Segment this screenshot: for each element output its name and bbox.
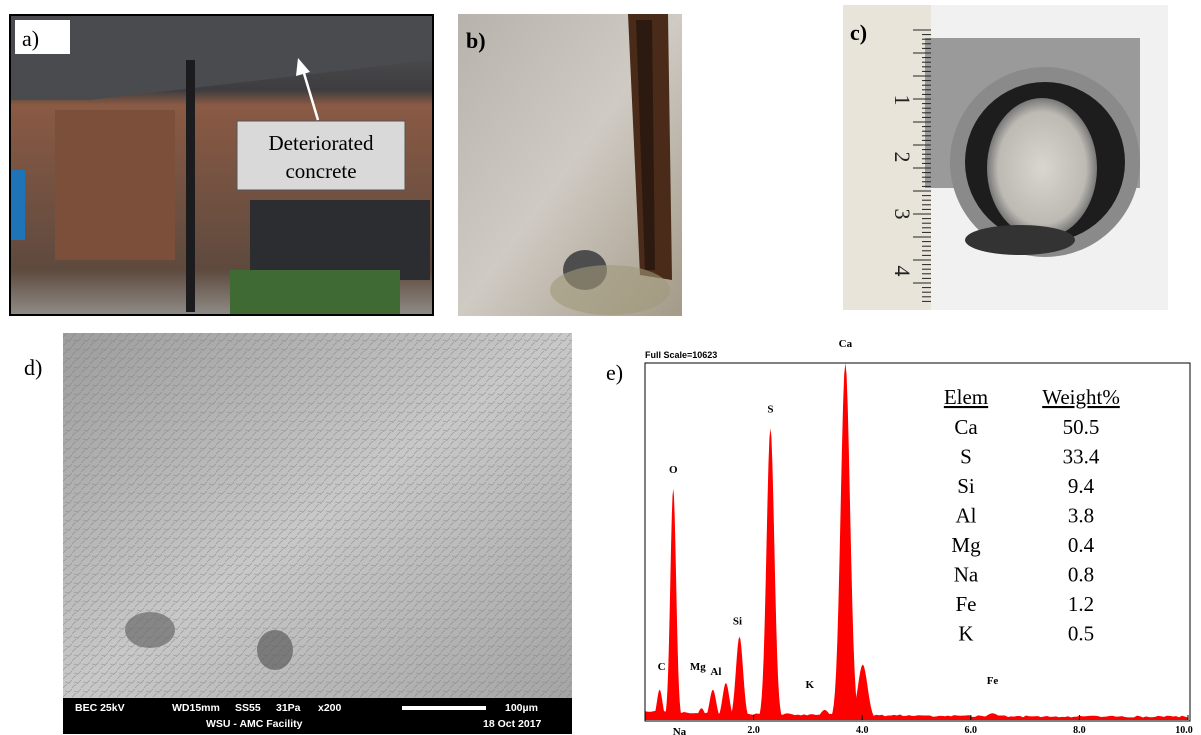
debris [550, 265, 670, 315]
table-cell: Al [956, 504, 977, 528]
x-tick-label: 10.0 [1175, 725, 1193, 735]
ruler [843, 5, 931, 310]
panel-e: e) Full Scale=10623 C O Na Mg Al Si S K Ca Fe 2.0 4… [606, 338, 1193, 735]
info-text: 100µm [505, 702, 538, 714]
callout-text: concrete [285, 159, 356, 183]
panel-c: 1 2 3 4 c) [843, 5, 1168, 310]
table-cell: Si [957, 474, 975, 498]
peak-label: Si [733, 616, 742, 628]
peak [755, 428, 786, 720]
x-tick-label: 2.0 [747, 725, 760, 735]
peak-label: K [805, 679, 814, 691]
callout-text: Deteriorated [269, 131, 374, 155]
brick-wall [55, 110, 175, 260]
panel-a: a) Deteriorated concrete [10, 15, 433, 315]
table-cell: Fe [956, 592, 977, 616]
pore [125, 612, 175, 648]
peak-label: O [669, 464, 678, 476]
panel-label: d) [24, 355, 42, 380]
table-cell: 50.5 [1063, 415, 1100, 439]
panel-label: c) [850, 20, 867, 45]
window [250, 200, 430, 280]
table-cell: 9.4 [1068, 474, 1095, 498]
shadow [965, 225, 1075, 255]
table-cell: S [960, 445, 972, 469]
ruler-label: 3 [890, 209, 915, 220]
info-text: BEC 25kV [75, 702, 125, 714]
peak-label: Mg [690, 661, 706, 673]
peak [827, 363, 864, 720]
spectrum-plot: C O Na Mg Al Si S K Ca Fe 2.0 4.0 6.0 8.0 10.0 Elem Weig… [645, 338, 1193, 735]
ruler-label: 1 [890, 95, 915, 106]
pillar [186, 60, 195, 312]
x-tick-label: 6.0 [965, 725, 978, 735]
table-cell: 0.8 [1068, 563, 1094, 587]
peak-label: Al [710, 666, 721, 678]
table-cell: 0.4 [1068, 533, 1095, 557]
panel-label: e) [606, 360, 623, 385]
full-scale: Full Scale=10623 [645, 350, 717, 360]
peak-label: Ca [839, 338, 853, 350]
panel-label: a) [22, 26, 39, 51]
table-cell: Ca [954, 415, 978, 439]
peak-label: Fe [987, 675, 999, 687]
shrub [230, 270, 400, 314]
specimen [987, 98, 1097, 238]
panel-label: b) [466, 28, 486, 53]
ruler-label: 4 [890, 266, 915, 277]
table-cell: Na [954, 563, 979, 587]
peak-label: C [658, 661, 666, 673]
info-text: 18 Oct 2017 [483, 718, 542, 730]
spacer [751, 117, 753, 119]
table-header: Weight% [1042, 385, 1120, 409]
x-tick-label: 8.0 [1073, 725, 1086, 735]
scale-bar [402, 706, 486, 710]
panel-d: d) BEC 25kV WD15mm SS55 31Pa x200 100µm … [24, 333, 572, 734]
table-cell: 3.8 [1068, 504, 1094, 528]
table-cell: 0.5 [1068, 622, 1094, 646]
table-header: Elem [944, 385, 988, 409]
info-text: WSU - AMC Facility [206, 718, 303, 730]
ruler-label: 2 [890, 152, 915, 163]
figure: a) Deteriorated concrete b) 1 2 3 4 c) d) [0, 0, 1201, 735]
table-cell: 33.4 [1063, 445, 1100, 469]
blue-object [11, 170, 25, 240]
plot-frame [645, 363, 1190, 721]
info-text: SS55 [235, 702, 261, 714]
table-cell: Mg [951, 533, 981, 557]
info-text: WD15mm [172, 702, 220, 714]
peak [662, 489, 685, 720]
table-cell: 1.2 [1068, 592, 1094, 616]
pore [257, 630, 293, 670]
peak-label: Na [673, 726, 687, 735]
info-text: x200 [318, 702, 342, 714]
info-text: 31Pa [276, 702, 301, 714]
peak-label: S [767, 403, 773, 415]
panel-b: b) [458, 14, 753, 316]
table-cell: K [958, 622, 973, 646]
x-tick-label: 4.0 [856, 725, 869, 735]
